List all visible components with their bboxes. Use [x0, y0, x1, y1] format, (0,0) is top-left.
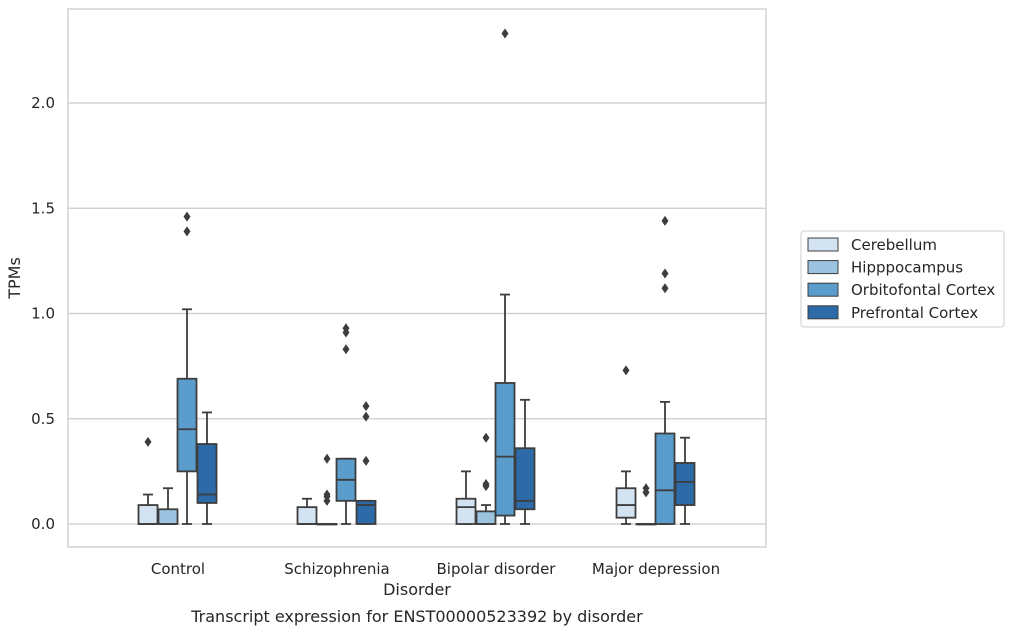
outlier-point	[642, 483, 650, 494]
outlier-point	[342, 323, 350, 334]
legend-swatch	[807, 282, 839, 297]
chart-caption: Transcript expression for ENST0000052339…	[190, 607, 643, 626]
outlier-point	[183, 226, 191, 237]
y-tick-label: 1.0	[31, 305, 55, 323]
box-iqr	[674, 462, 696, 506]
box-cerebellum	[137, 436, 159, 525]
box-prefrontal-cortex	[514, 398, 536, 525]
x-axis-label: Disorder	[383, 580, 451, 599]
box-iqr	[494, 382, 516, 517]
y-tick-label: 1.5	[31, 199, 55, 217]
box-hipppocampus	[635, 483, 657, 526]
box-orbitofontal-cortex	[494, 28, 516, 525]
box-hipppocampus	[475, 432, 497, 525]
outlier-point	[362, 401, 370, 412]
legend-swatch	[807, 305, 839, 320]
box-prefrontal-cortex	[674, 436, 696, 525]
outlier-point	[362, 455, 370, 466]
outlier-point	[323, 453, 331, 464]
box-hipppocampus	[316, 453, 338, 526]
box-iqr	[615, 487, 637, 519]
box-orbitofontal-cortex	[176, 211, 198, 525]
outlier-point	[482, 479, 490, 490]
outlier-point	[661, 215, 669, 226]
outlier-point	[144, 436, 152, 447]
outlier-point	[482, 432, 490, 443]
box-orbitofontal-cortex	[335, 323, 357, 525]
legend-frame	[800, 230, 1005, 328]
outlier-point	[501, 28, 509, 39]
box-iqr	[514, 447, 536, 511]
outlier-point	[183, 211, 191, 222]
x-tick-label: Schizophrenia	[284, 560, 389, 578]
box-iqr	[157, 508, 179, 525]
x-tick-label: Bipolar disorder	[437, 560, 557, 578]
x-tick-label: Control	[151, 560, 205, 578]
box-iqr	[137, 504, 159, 525]
legend-label: Prefrontal Cortex	[851, 304, 978, 322]
legend-label: Orbitofontal Cortex	[851, 281, 995, 299]
box-iqr	[475, 510, 497, 525]
box-iqr	[355, 499, 377, 525]
box-cerebellum	[615, 365, 637, 525]
box-orbitofontal-cortex	[654, 215, 676, 525]
y-tick-label: 0.5	[31, 410, 55, 428]
outlier-point	[342, 344, 350, 355]
y-tick-labels: 0.0 0.5 1.0 1.5 2.0	[31, 94, 55, 533]
box-series	[137, 28, 696, 526]
outlier-point	[661, 283, 669, 294]
box-cerebellum	[296, 497, 318, 525]
outlier-point	[323, 489, 331, 500]
outlier-point	[661, 268, 669, 279]
box-cerebellum	[455, 470, 477, 525]
outlier-point	[622, 365, 630, 376]
x-tick-labels: Control Schizophrenia Bipolar disorder Majo…	[151, 560, 720, 578]
box-hipppocampus	[157, 487, 179, 525]
legend-label: Cerebellum	[851, 236, 937, 254]
y-tick-label: 2.0	[31, 94, 55, 112]
box-iqr	[455, 497, 477, 525]
outlier-point	[362, 411, 370, 422]
box-iqr	[196, 443, 218, 504]
y-axis-label: TPMs	[5, 257, 24, 300]
plot-frame	[67, 8, 767, 548]
x-tick-label: Major depression	[592, 560, 720, 578]
legend: Cerebellum Hipppocampus Orbitofontal Corte…	[800, 230, 1005, 328]
legend-swatch	[807, 260, 839, 275]
legend-swatch	[807, 237, 839, 252]
box-iqr	[654, 432, 676, 525]
y-tick-label: 0.0	[31, 515, 55, 533]
box-prefrontal-cortex	[355, 401, 377, 525]
box-iqr	[296, 506, 318, 525]
legend-label: Hipppocampus	[851, 259, 963, 277]
box-iqr	[176, 377, 198, 473]
box-prefrontal-cortex	[196, 411, 218, 525]
